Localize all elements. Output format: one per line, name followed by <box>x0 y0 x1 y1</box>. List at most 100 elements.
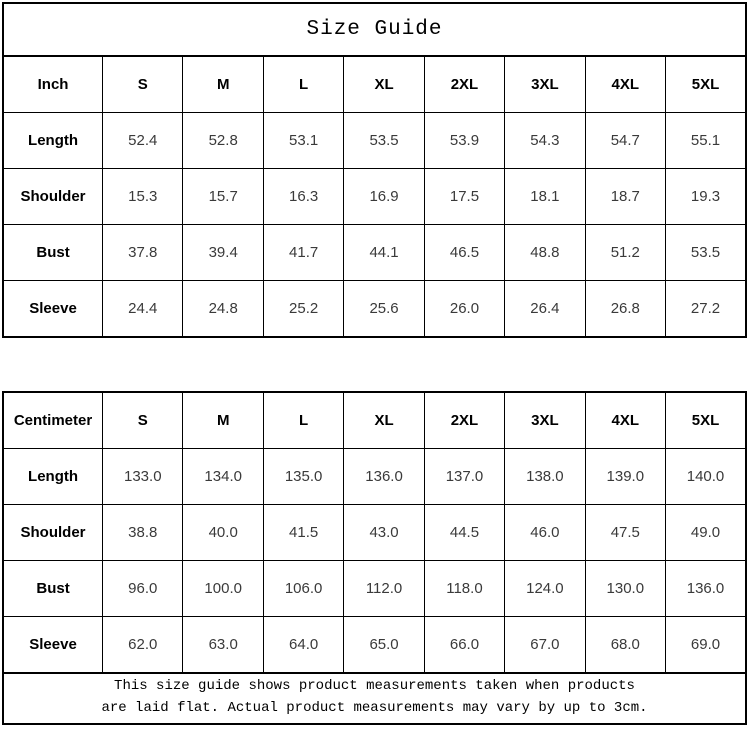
measurement-value-cell: 49.0 <box>665 504 747 561</box>
inch-size-table: Inch S M L XL 2XL 3XL 4XL 5XL Length 52.4 52.8 53.1 5… <box>2 55 747 338</box>
table-gap <box>2 338 747 391</box>
measurement-value-cell: 133.0 <box>102 448 184 505</box>
measurement-value-cell: 25.2 <box>262 280 345 338</box>
measurement-value-cell: 139.0 <box>584 448 667 505</box>
measurement-value-cell: 41.5 <box>262 504 345 561</box>
measurement-value-cell: 62.0 <box>102 616 184 674</box>
unit-header-cell: Inch <box>2 55 104 113</box>
measurement-value-cell: 25.6 <box>343 280 425 338</box>
table-row: Bust 37.8 39.4 41.7 44.1 46.5 48.8 51.2 53.5 <box>2 224 747 281</box>
measurement-label-cell: Shoulder <box>2 168 104 225</box>
table-row: Bust 96.0 100.0 106.0 112.0 118.0 124.0 130.0 13… <box>2 560 747 617</box>
size-column-header: 3XL <box>504 391 586 449</box>
size-column-header: 2XL <box>423 55 506 113</box>
measurement-value-cell: 43.0 <box>343 504 425 561</box>
measurement-value-cell: 46.0 <box>504 504 586 561</box>
table-row: Length 133.0 134.0 135.0 136.0 137.0 138.0 139.… <box>2 448 747 505</box>
measurement-value-cell: 16.9 <box>343 168 425 225</box>
unit-header-cell: Centimeter <box>2 391 104 449</box>
measurement-value-cell: 136.0 <box>343 448 425 505</box>
measurement-value-cell: 53.1 <box>262 112 345 169</box>
table-row: Sleeve 24.4 24.8 25.2 25.6 26.0 26.4 26.8 27.2 <box>2 280 747 338</box>
size-column-header: 4XL <box>584 55 667 113</box>
size-column-header: 5XL <box>665 55 747 113</box>
measurement-value-cell: 39.4 <box>182 224 264 281</box>
page-title: Size Guide <box>2 2 747 55</box>
measurement-label-cell: Shoulder <box>2 504 104 561</box>
measurement-value-cell: 46.5 <box>423 224 506 281</box>
size-column-header: 5XL <box>665 391 747 449</box>
measurement-label-cell: Sleeve <box>2 616 104 674</box>
measurement-value-cell: 135.0 <box>262 448 345 505</box>
measurement-value-cell: 63.0 <box>182 616 264 674</box>
table-row: Shoulder 38.8 40.0 41.5 43.0 44.5 46.0 47.5 49.0 <box>2 504 747 561</box>
measurement-value-cell: 69.0 <box>665 616 747 674</box>
measurement-value-cell: 26.0 <box>423 280 506 338</box>
table-row: Shoulder 15.3 15.7 16.3 16.9 17.5 18.1 18.7 19.3 <box>2 168 747 225</box>
table-row: Sleeve 62.0 63.0 64.0 65.0 66.0 67.0 68.0 69.0 <box>2 616 747 674</box>
size-column-header: 3XL <box>504 55 586 113</box>
measurement-value-cell: 65.0 <box>343 616 425 674</box>
header-row: Inch S M L XL 2XL 3XL 4XL 5XL <box>2 55 747 113</box>
measurement-value-cell: 24.8 <box>182 280 264 338</box>
measurement-label-cell: Length <box>2 448 104 505</box>
centimeter-size-table: Centimeter S M L XL 2XL 3XL 4XL 5XL Length 133.0 13… <box>2 391 747 674</box>
size-column-header: M <box>182 55 264 113</box>
measurement-value-cell: 16.3 <box>262 168 345 225</box>
size-column-header: 4XL <box>584 391 667 449</box>
measurement-value-cell: 52.4 <box>102 112 184 169</box>
footer-note-line: This size guide shows product measuremen… <box>114 678 635 694</box>
size-column-header: L <box>262 55 345 113</box>
measurement-value-cell: 53.5 <box>343 112 425 169</box>
measurement-value-cell: 54.3 <box>504 112 586 169</box>
measurement-value-cell: 15.3 <box>102 168 184 225</box>
size-column-header: L <box>262 391 345 449</box>
measurement-value-cell: 26.4 <box>504 280 586 338</box>
measurement-value-cell: 18.1 <box>504 168 586 225</box>
size-column-header: 2XL <box>423 391 506 449</box>
measurement-value-cell: 68.0 <box>584 616 667 674</box>
measurement-value-cell: 96.0 <box>102 560 184 617</box>
measurement-label-cell: Sleeve <box>2 280 104 338</box>
measurement-value-cell: 27.2 <box>665 280 747 338</box>
measurement-value-cell: 37.8 <box>102 224 184 281</box>
size-column-header: S <box>102 391 184 449</box>
measurement-value-cell: 112.0 <box>343 560 425 617</box>
table-row: Length 52.4 52.8 53.1 53.5 53.9 54.3 54.7 55.1 <box>2 112 747 169</box>
measurement-value-cell: 124.0 <box>504 560 586 617</box>
measurement-value-cell: 54.7 <box>584 112 667 169</box>
size-column-header: XL <box>343 391 425 449</box>
footer-note-line: are laid flat. Actual product measuremen… <box>101 699 648 716</box>
measurement-value-cell: 52.8 <box>182 112 264 169</box>
measurement-value-cell: 41.7 <box>262 224 345 281</box>
measurement-value-cell: 106.0 <box>262 560 345 617</box>
measurement-value-cell: 130.0 <box>584 560 667 617</box>
size-column-header: M <box>182 391 264 449</box>
measurement-value-cell: 47.5 <box>584 504 667 561</box>
measurement-label-cell: Bust <box>2 560 104 617</box>
measurement-value-cell: 55.1 <box>665 112 747 169</box>
measurement-value-cell: 17.5 <box>423 168 506 225</box>
measurement-value-cell: 66.0 <box>423 616 506 674</box>
measurement-value-cell: 53.5 <box>665 224 747 281</box>
size-column-header: S <box>102 55 184 113</box>
measurement-value-cell: 53.9 <box>423 112 506 169</box>
footer-note: This size guide shows product measuremen… <box>2 674 747 726</box>
measurement-value-cell: 67.0 <box>504 616 586 674</box>
measurement-value-cell: 18.7 <box>584 168 667 225</box>
measurement-value-cell: 15.7 <box>182 168 264 225</box>
measurement-value-cell: 140.0 <box>665 448 747 505</box>
measurement-value-cell: 40.0 <box>182 504 264 561</box>
measurement-value-cell: 26.8 <box>584 280 667 338</box>
measurement-value-cell: 44.1 <box>343 224 425 281</box>
measurement-value-cell: 24.4 <box>102 280 184 338</box>
measurement-value-cell: 44.5 <box>423 504 506 561</box>
measurement-value-cell: 38.8 <box>102 504 184 561</box>
size-column-header: XL <box>343 55 425 113</box>
measurement-value-cell: 134.0 <box>182 448 264 505</box>
measurement-value-cell: 51.2 <box>584 224 667 281</box>
measurement-value-cell: 100.0 <box>182 560 264 617</box>
measurement-label-cell: Length <box>2 112 104 169</box>
measurement-label-cell: Bust <box>2 224 104 281</box>
